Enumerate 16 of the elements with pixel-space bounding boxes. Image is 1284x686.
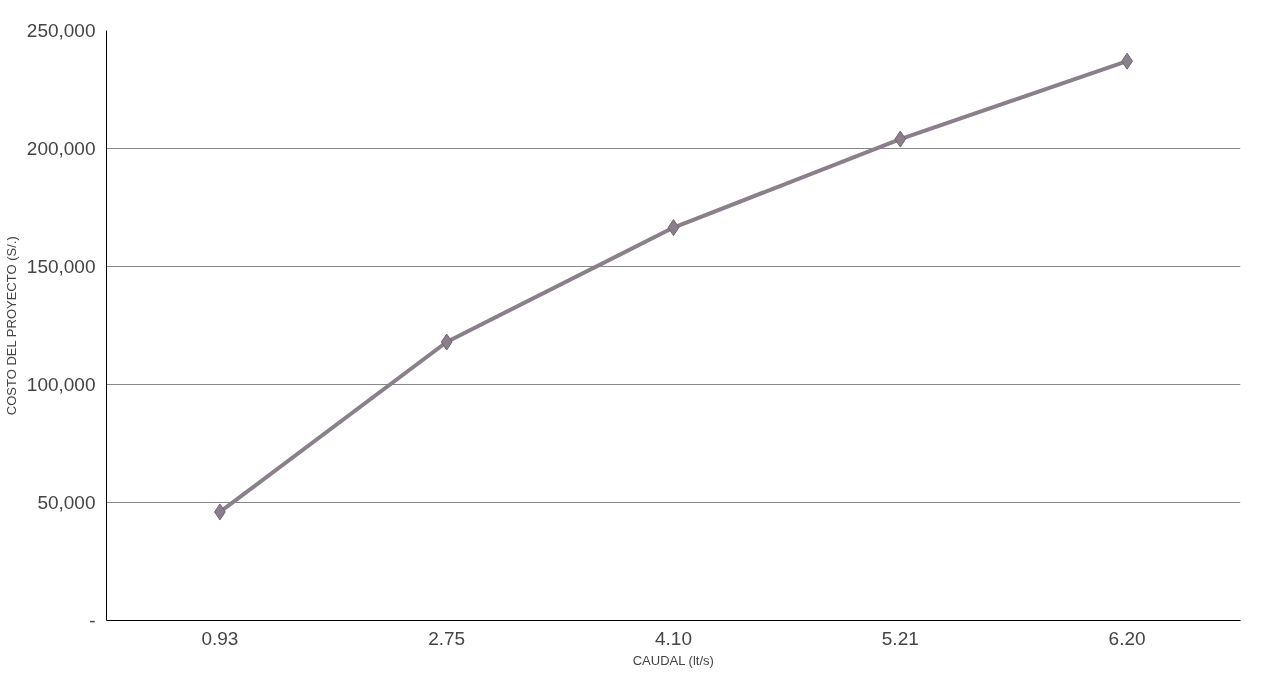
y-tick-label: 50,000 (37, 492, 96, 513)
y-tick-label: 250,000 (26, 20, 96, 41)
x-tick-label: 6.20 (1108, 627, 1146, 649)
x-tick-label: 2.75 (428, 627, 466, 649)
y-tick-label: 150,000 (26, 256, 96, 277)
y-axis-title: COSTO DEL PROYECTO (S/.) (3, 236, 19, 416)
x-tick-label: 5.21 (881, 627, 919, 649)
x-axis-title: CAUDAL (lt/s) (632, 652, 714, 668)
x-tick-label: 0.93 (201, 627, 239, 649)
point (667, 219, 680, 237)
y-tick-label: 100,000 (26, 374, 96, 395)
x-tick-label: 4.10 (655, 627, 692, 649)
point (894, 130, 907, 148)
point (440, 333, 453, 351)
y-tick-label: - (89, 610, 96, 631)
y-tick-label: 200,000 (26, 138, 96, 159)
